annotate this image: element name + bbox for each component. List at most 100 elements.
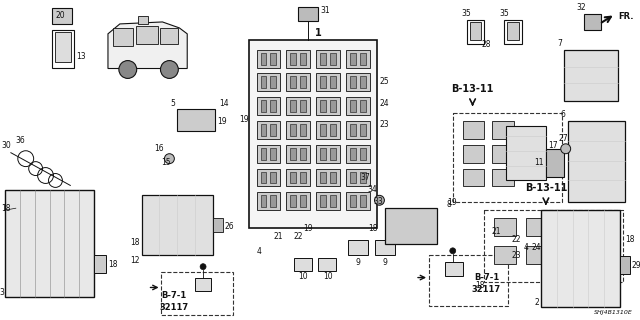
- Bar: [467, 20, 484, 44]
- Text: B-13-11: B-13-11: [525, 183, 567, 193]
- Text: B-7-1: B-7-1: [474, 273, 499, 282]
- Bar: [558, 246, 580, 264]
- Text: 4: 4: [524, 243, 529, 252]
- Bar: [568, 121, 625, 202]
- Text: 13: 13: [76, 52, 86, 61]
- Bar: [494, 218, 516, 236]
- Bar: [291, 53, 296, 65]
- Text: 21: 21: [492, 228, 501, 236]
- Text: 36: 36: [16, 136, 26, 145]
- Bar: [316, 97, 340, 115]
- Text: 19: 19: [303, 224, 313, 233]
- Bar: [346, 169, 369, 187]
- Text: 18: 18: [130, 238, 140, 247]
- Bar: [260, 124, 266, 136]
- Text: 25: 25: [380, 77, 389, 86]
- Text: 15: 15: [161, 158, 171, 167]
- Bar: [564, 50, 618, 101]
- Text: 24: 24: [380, 99, 389, 108]
- Text: 35: 35: [499, 9, 509, 18]
- Text: 18: 18: [625, 236, 635, 244]
- Bar: [257, 169, 280, 187]
- Bar: [316, 169, 340, 187]
- Bar: [492, 145, 514, 163]
- Bar: [494, 246, 516, 264]
- Bar: [349, 100, 356, 112]
- Bar: [138, 16, 148, 24]
- Bar: [286, 74, 310, 91]
- Bar: [291, 100, 296, 112]
- Bar: [257, 192, 280, 210]
- Bar: [300, 195, 306, 207]
- Bar: [260, 172, 266, 183]
- Bar: [470, 22, 481, 40]
- Bar: [318, 258, 336, 271]
- Bar: [5, 190, 94, 297]
- Text: 19: 19: [447, 198, 456, 207]
- Text: 24: 24: [531, 243, 541, 252]
- Bar: [286, 50, 310, 68]
- Text: 20: 20: [56, 11, 65, 20]
- Bar: [330, 195, 336, 207]
- Bar: [213, 218, 223, 232]
- Bar: [316, 121, 340, 139]
- Bar: [346, 121, 369, 139]
- Text: 18: 18: [1, 204, 10, 213]
- Bar: [286, 145, 310, 163]
- Bar: [271, 100, 276, 112]
- Bar: [508, 22, 519, 40]
- Text: 26: 26: [225, 221, 234, 230]
- Text: 34: 34: [367, 185, 378, 194]
- Bar: [260, 148, 266, 160]
- Text: 33: 33: [374, 197, 383, 206]
- Text: B-13-11: B-13-11: [451, 84, 493, 94]
- Text: 10: 10: [323, 272, 333, 281]
- Text: 17: 17: [548, 141, 557, 150]
- Bar: [360, 195, 365, 207]
- Bar: [429, 255, 508, 306]
- Circle shape: [161, 60, 179, 78]
- Text: 31: 31: [320, 5, 330, 14]
- Bar: [257, 74, 280, 91]
- Bar: [463, 169, 484, 187]
- Bar: [286, 169, 310, 187]
- Bar: [316, 74, 340, 91]
- Circle shape: [561, 144, 571, 154]
- Bar: [452, 113, 562, 202]
- Text: 22: 22: [294, 232, 303, 241]
- Bar: [541, 210, 620, 307]
- Bar: [195, 277, 211, 292]
- Text: 23: 23: [511, 251, 521, 260]
- Bar: [271, 148, 276, 160]
- Bar: [260, 76, 266, 88]
- Bar: [260, 53, 266, 65]
- Text: 10: 10: [298, 272, 308, 281]
- Bar: [271, 124, 276, 136]
- Circle shape: [164, 154, 174, 164]
- Bar: [300, 76, 306, 88]
- Text: 37: 37: [361, 173, 371, 182]
- Text: 29: 29: [631, 261, 640, 270]
- Bar: [360, 100, 365, 112]
- Text: 3: 3: [0, 288, 4, 297]
- Bar: [558, 218, 580, 236]
- Bar: [385, 208, 437, 244]
- Bar: [291, 148, 296, 160]
- Text: 8: 8: [446, 200, 451, 209]
- Text: 11: 11: [534, 158, 544, 167]
- Bar: [320, 76, 326, 88]
- Text: SHJ4B1310E: SHJ4B1310E: [594, 310, 633, 315]
- Text: B-7-1: B-7-1: [162, 291, 187, 300]
- Bar: [260, 195, 266, 207]
- Bar: [271, 53, 276, 65]
- Bar: [177, 109, 215, 131]
- Text: 35: 35: [461, 9, 472, 18]
- Bar: [291, 124, 296, 136]
- Text: 32117: 32117: [160, 303, 189, 312]
- Bar: [360, 148, 365, 160]
- Circle shape: [200, 264, 206, 270]
- Text: 16: 16: [154, 144, 164, 153]
- Bar: [346, 50, 369, 68]
- Bar: [349, 172, 356, 183]
- Bar: [330, 172, 336, 183]
